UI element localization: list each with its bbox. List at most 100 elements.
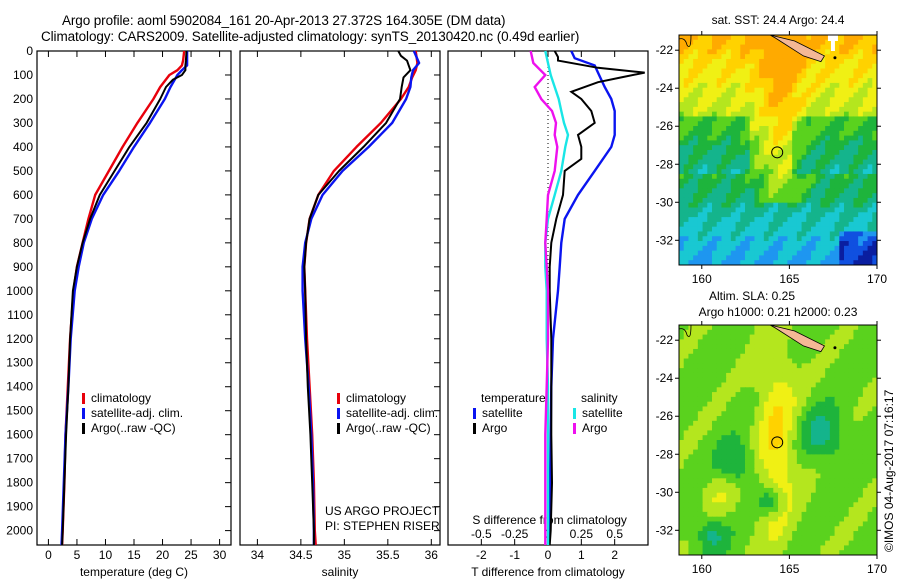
- map-cell: [872, 387, 878, 393]
- map-cell: [848, 540, 854, 546]
- map-cell: [679, 325, 685, 331]
- map-cell: [834, 463, 840, 470]
- map-cell: [697, 35, 704, 41]
- map-cell: [801, 154, 807, 161]
- map-cell: [745, 372, 751, 379]
- map-cell: [716, 507, 722, 513]
- map-cell: [721, 459, 727, 465]
- map-cell: [853, 435, 859, 441]
- map-cell: [740, 58, 746, 65]
- map-cell: [773, 406, 779, 412]
- map-cell: [702, 372, 708, 379]
- map-cell: [763, 159, 770, 165]
- map-cell: [796, 535, 803, 542]
- map-cell: [844, 483, 850, 489]
- map-cell: [820, 217, 826, 223]
- map-cell: [721, 245, 727, 252]
- map-cell: [844, 463, 850, 470]
- map-cell: [707, 154, 713, 161]
- map-cell: [726, 173, 732, 180]
- map-cell: [712, 396, 718, 403]
- map-cell: [759, 487, 765, 494]
- map-cell: [848, 348, 854, 355]
- map-cell: [778, 497, 784, 503]
- map-cell: [820, 178, 826, 185]
- map-cell: [754, 241, 760, 247]
- map-cell: [778, 463, 784, 470]
- map-cell: [688, 444, 694, 451]
- map-cell: [844, 231, 850, 237]
- map-cell: [754, 502, 760, 508]
- map-cell: [712, 363, 718, 369]
- map-cell: [735, 183, 741, 189]
- map-cell: [853, 68, 859, 74]
- map-cell: [862, 236, 869, 242]
- map-cell: [730, 102, 737, 108]
- map-cell: [801, 236, 807, 242]
- map-cell: [801, 217, 807, 223]
- map-cell: [782, 202, 788, 208]
- map-cell: [712, 368, 718, 374]
- map-cell: [707, 145, 713, 151]
- map-cell: [683, 212, 689, 218]
- map-cell: [683, 260, 689, 266]
- map-cell: [839, 92, 845, 98]
- map-cell: [792, 188, 798, 194]
- map-cell: [707, 193, 713, 199]
- map-cell: [773, 197, 779, 204]
- map-cell: [735, 121, 741, 127]
- map-cell: [787, 111, 793, 117]
- map-cell: [844, 396, 850, 403]
- map-cell: [773, 173, 779, 180]
- map-cell: [792, 454, 798, 460]
- map-cell: [815, 221, 821, 228]
- map-cell: [716, 325, 722, 331]
- map-cell: [697, 260, 704, 266]
- map-cell: [820, 92, 826, 98]
- map-cell: [829, 49, 836, 55]
- map-cell: [716, 111, 722, 117]
- map-cell: [839, 459, 845, 465]
- map-cell: [735, 454, 741, 460]
- map-cell: [858, 435, 864, 441]
- map-cell: [858, 507, 864, 513]
- map-cell: [768, 449, 774, 455]
- map-cell: [721, 497, 727, 503]
- salinity-profile-series-argo: [303, 50, 412, 545]
- map-cell: [848, 73, 854, 79]
- map-cell: [778, 353, 784, 360]
- map-cell: [801, 372, 807, 379]
- map-cell: [848, 531, 854, 537]
- map-cell: [806, 87, 812, 93]
- map-cell: [839, 150, 845, 156]
- map-cell: [844, 68, 850, 74]
- map-cell: [848, 111, 854, 117]
- map-cell: [872, 358, 878, 364]
- map-cell: [745, 329, 751, 336]
- map-cell: [815, 435, 821, 441]
- temperature-profile-frame: [36, 50, 232, 546]
- map-cell: [754, 392, 760, 398]
- map-cell: [792, 130, 798, 137]
- map-cell: [740, 169, 746, 175]
- map-cell: [825, 526, 831, 532]
- map-cell: [697, 58, 704, 65]
- map-cell: [825, 430, 831, 436]
- map-cell: [763, 87, 770, 93]
- map-cell: [749, 236, 755, 242]
- map-cell: [811, 87, 817, 93]
- map-cell: [825, 425, 831, 431]
- map-cell: [792, 483, 798, 489]
- map-cell: [806, 245, 812, 252]
- map-cell: [862, 193, 869, 199]
- map-cell: [811, 358, 817, 364]
- map-cell: [754, 197, 760, 204]
- map-cell: [735, 516, 741, 522]
- map-cell: [862, 82, 869, 89]
- map-cell: [773, 329, 779, 336]
- map-cell: [801, 250, 807, 256]
- map-cell: [792, 164, 798, 170]
- map-cell: [707, 444, 713, 451]
- map-cell: [693, 353, 699, 360]
- map-cell: [707, 126, 713, 132]
